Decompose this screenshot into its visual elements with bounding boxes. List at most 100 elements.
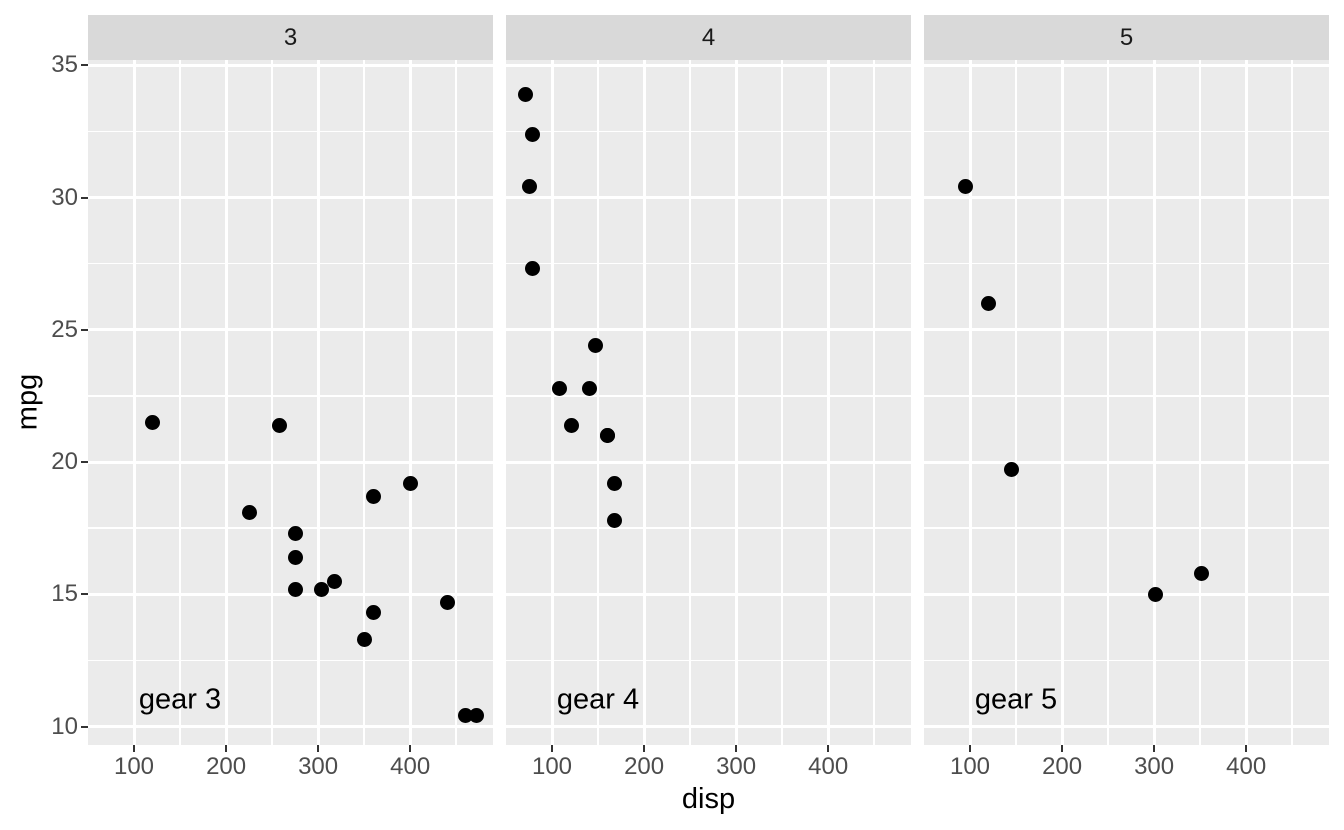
gridline-major-horizontal (506, 460, 911, 464)
data-point (525, 261, 541, 277)
gridline-major-horizontal (506, 196, 911, 199)
data-point (288, 549, 304, 565)
gridline-minor-horizontal (924, 659, 1329, 662)
gridline-minor-horizontal (88, 395, 493, 397)
gridline-major-horizontal (88, 63, 493, 67)
x-tick-label: 300 (716, 753, 757, 780)
facet-strip: 5 (924, 15, 1329, 60)
x-tick-mark (1061, 745, 1064, 752)
gridline-minor-horizontal (924, 262, 1329, 265)
gridline-minor-horizontal (88, 130, 493, 133)
data-point (288, 525, 304, 541)
gridline-minor-vertical (597, 60, 599, 745)
y-tick-label: 35 (51, 51, 78, 79)
gridline-minor-horizontal (506, 659, 911, 662)
gridline-major-horizontal (88, 460, 493, 464)
data-point (587, 338, 603, 354)
x-tick-label: 100 (531, 753, 573, 780)
facet-strip: 3 (88, 15, 493, 60)
data-point (402, 475, 418, 491)
gridline-minor-horizontal (88, 659, 493, 662)
y-tick-mark (81, 725, 88, 728)
x-tick-label: 200 (624, 753, 665, 780)
x-tick-mark (643, 745, 646, 752)
facet-strip: 4 (506, 15, 911, 60)
x-tick-label: 100 (113, 753, 155, 780)
gridline-minor-vertical (179, 60, 181, 745)
y-tick-label: 20 (51, 448, 78, 475)
data-point (522, 179, 538, 195)
gridline-major-horizontal (88, 196, 493, 199)
gridline-minor-vertical (689, 60, 691, 745)
x-tick-label: 200 (1042, 753, 1083, 780)
gridline-minor-horizontal (506, 527, 911, 529)
x-tick-label: 400 (390, 753, 431, 780)
data-point (599, 428, 615, 444)
data-point (365, 605, 381, 621)
gridline-major-horizontal (924, 328, 1329, 332)
gridline-major-horizontal (506, 63, 911, 67)
gridline-major-vertical (1152, 60, 1156, 745)
gridline-minor-vertical (781, 60, 783, 745)
x-tick-mark (551, 745, 553, 752)
gridline-minor-vertical (873, 60, 875, 745)
gridline-minor-vertical (271, 60, 273, 745)
gridline-major-vertical (550, 60, 554, 745)
gridline-minor-vertical (455, 60, 457, 745)
x-tick-label: 300 (298, 753, 339, 780)
data-point (314, 581, 330, 597)
gridline-major-vertical (132, 60, 136, 745)
x-tick-mark (133, 745, 135, 752)
x-tick-mark (317, 745, 320, 752)
gridline-minor-horizontal (924, 130, 1329, 133)
facet-panel: gear 5 (924, 60, 1329, 745)
facet-annotation: gear 4 (556, 683, 640, 716)
data-point (606, 475, 622, 491)
gridline-minor-horizontal (506, 130, 911, 133)
data-point (958, 179, 973, 195)
facet-annotation: gear 3 (138, 683, 222, 716)
gridline-minor-vertical (363, 60, 365, 745)
gridline-major-vertical (224, 60, 228, 745)
y-tick-label: 15 (51, 580, 78, 608)
data-point (365, 488, 381, 504)
y-tick-mark (81, 328, 88, 331)
data-point (356, 631, 372, 647)
y-axis-title: mpg (11, 373, 44, 431)
x-tick-mark (1153, 745, 1156, 752)
y-tick-mark (81, 593, 88, 596)
facet-panel: gear 4 (506, 60, 911, 745)
x-tick-mark (827, 745, 830, 752)
gridline-major-horizontal (924, 196, 1329, 199)
gridline-minor-horizontal (924, 395, 1329, 397)
gridline-major-horizontal (924, 460, 1329, 464)
gridline-major-vertical (1060, 60, 1064, 745)
gridline-minor-horizontal (924, 527, 1329, 529)
gridline-minor-horizontal (506, 262, 911, 265)
x-tick-label: 300 (1134, 753, 1175, 780)
data-point (563, 417, 579, 433)
data-point (288, 581, 304, 597)
data-point (551, 380, 567, 396)
gridline-major-horizontal (924, 592, 1329, 596)
data-point (468, 708, 484, 724)
facet-strip-label: 3 (283, 23, 298, 51)
x-tick-label: 200 (206, 753, 247, 780)
gridline-major-horizontal (88, 725, 493, 728)
x-tick-mark (735, 745, 738, 752)
gridline-major-horizontal (506, 592, 911, 596)
data-point (145, 414, 160, 430)
x-tick-mark (409, 745, 412, 752)
x-tick-label: 400 (808, 753, 849, 780)
x-axis-title: disp (681, 783, 736, 815)
y-tick-mark (81, 196, 88, 199)
data-point (1003, 462, 1019, 478)
y-tick-label: 25 (51, 315, 78, 343)
gridline-major-vertical (408, 60, 412, 745)
data-point (1147, 586, 1163, 602)
gridline-minor-vertical (1015, 60, 1017, 745)
data-point (582, 380, 598, 396)
data-point (524, 126, 540, 142)
gridline-major-horizontal (88, 328, 493, 332)
